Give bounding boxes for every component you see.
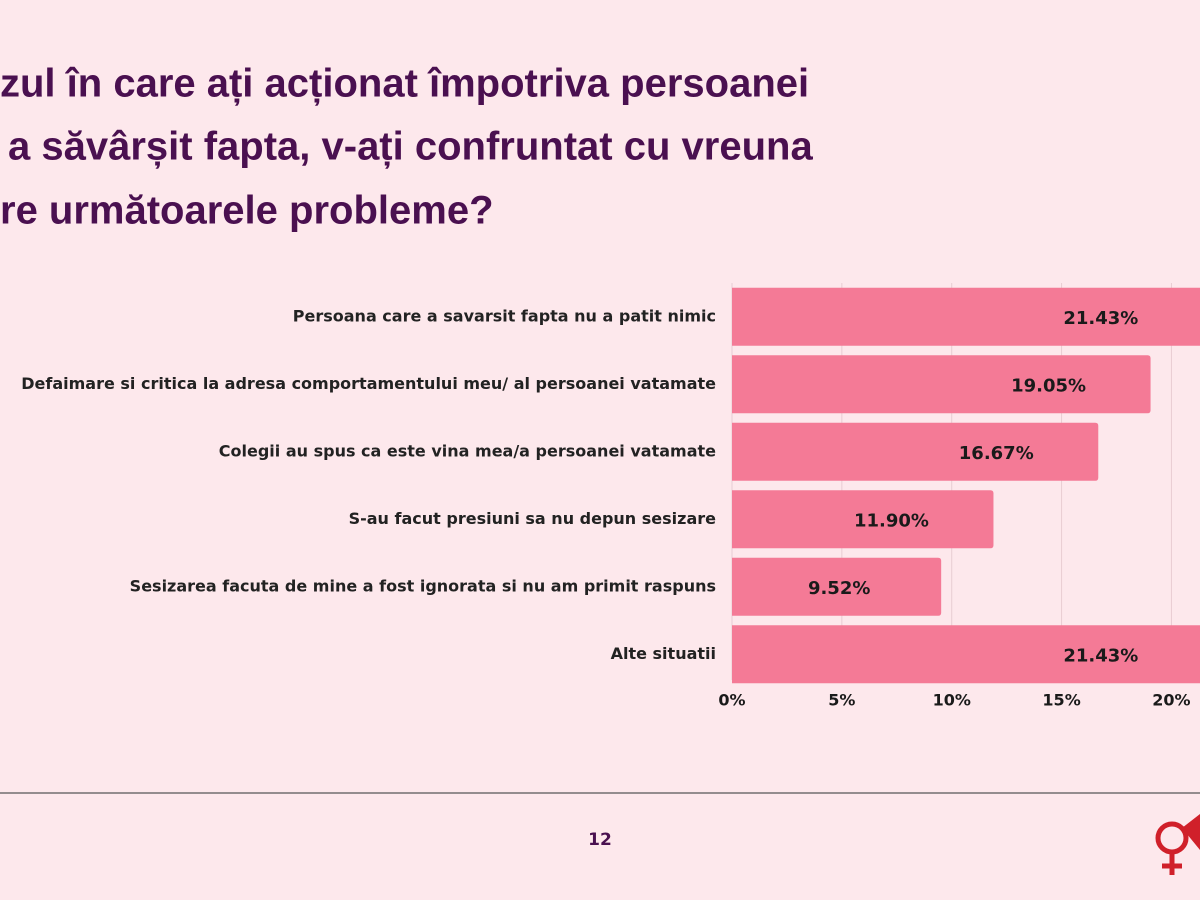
value-label: 21.43% — [1063, 308, 1138, 329]
value-label: 9.52% — [808, 578, 870, 599]
category-label: Colegii au spus ca este vina mea/a perso… — [219, 441, 716, 460]
value-label: 11.90% — [854, 510, 929, 531]
value-label: 21.43% — [1063, 645, 1138, 666]
bar — [732, 422, 1099, 481]
category-label: Persoana care a savarsit fapta nu a pati… — [293, 306, 716, 325]
bar — [732, 625, 1200, 684]
x-tick-label: 15% — [1042, 691, 1080, 710]
page-number: 12 — [588, 830, 612, 850]
bar — [732, 490, 994, 549]
x-tick-label: 20% — [1152, 691, 1190, 710]
bar — [732, 557, 942, 616]
value-label: 19.05% — [1011, 375, 1086, 396]
category-label: Alte situatii — [611, 644, 716, 663]
value-label: 16.67% — [959, 443, 1034, 464]
title-line: re următoarele probleme? — [0, 189, 494, 233]
category-label: Defaimare si critica la adresa comportam… — [21, 374, 716, 393]
category-label: S-au facut presiuni sa nu depun sesizare — [349, 509, 717, 528]
x-tick-label: 5% — [828, 691, 855, 710]
logo — [1155, 814, 1200, 875]
title-line: zul în care ați acționat împotriva perso… — [0, 62, 809, 106]
bar — [732, 287, 1200, 346]
category-label: Sesizarea facuta de mine a fost ignorata… — [130, 576, 716, 595]
x-tick-label: 10% — [933, 691, 971, 710]
bar — [732, 355, 1151, 414]
title-line: a săvârșit fapta, v-ați confruntat cu vr… — [8, 125, 813, 169]
x-tick-label: 0% — [718, 691, 745, 710]
